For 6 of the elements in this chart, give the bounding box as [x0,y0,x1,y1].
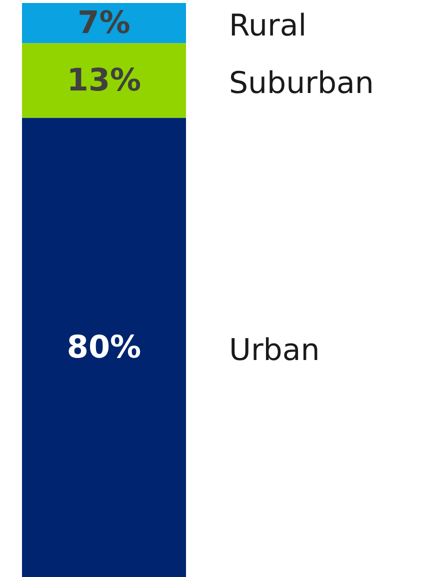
data-label: 7% [78,5,130,42]
data-label: 13% [66,62,142,98]
series-label: Rural [229,8,307,44]
series-label: Suburban [229,66,374,101]
data-label: 80% [66,329,142,366]
series-label: Urban [229,332,320,368]
